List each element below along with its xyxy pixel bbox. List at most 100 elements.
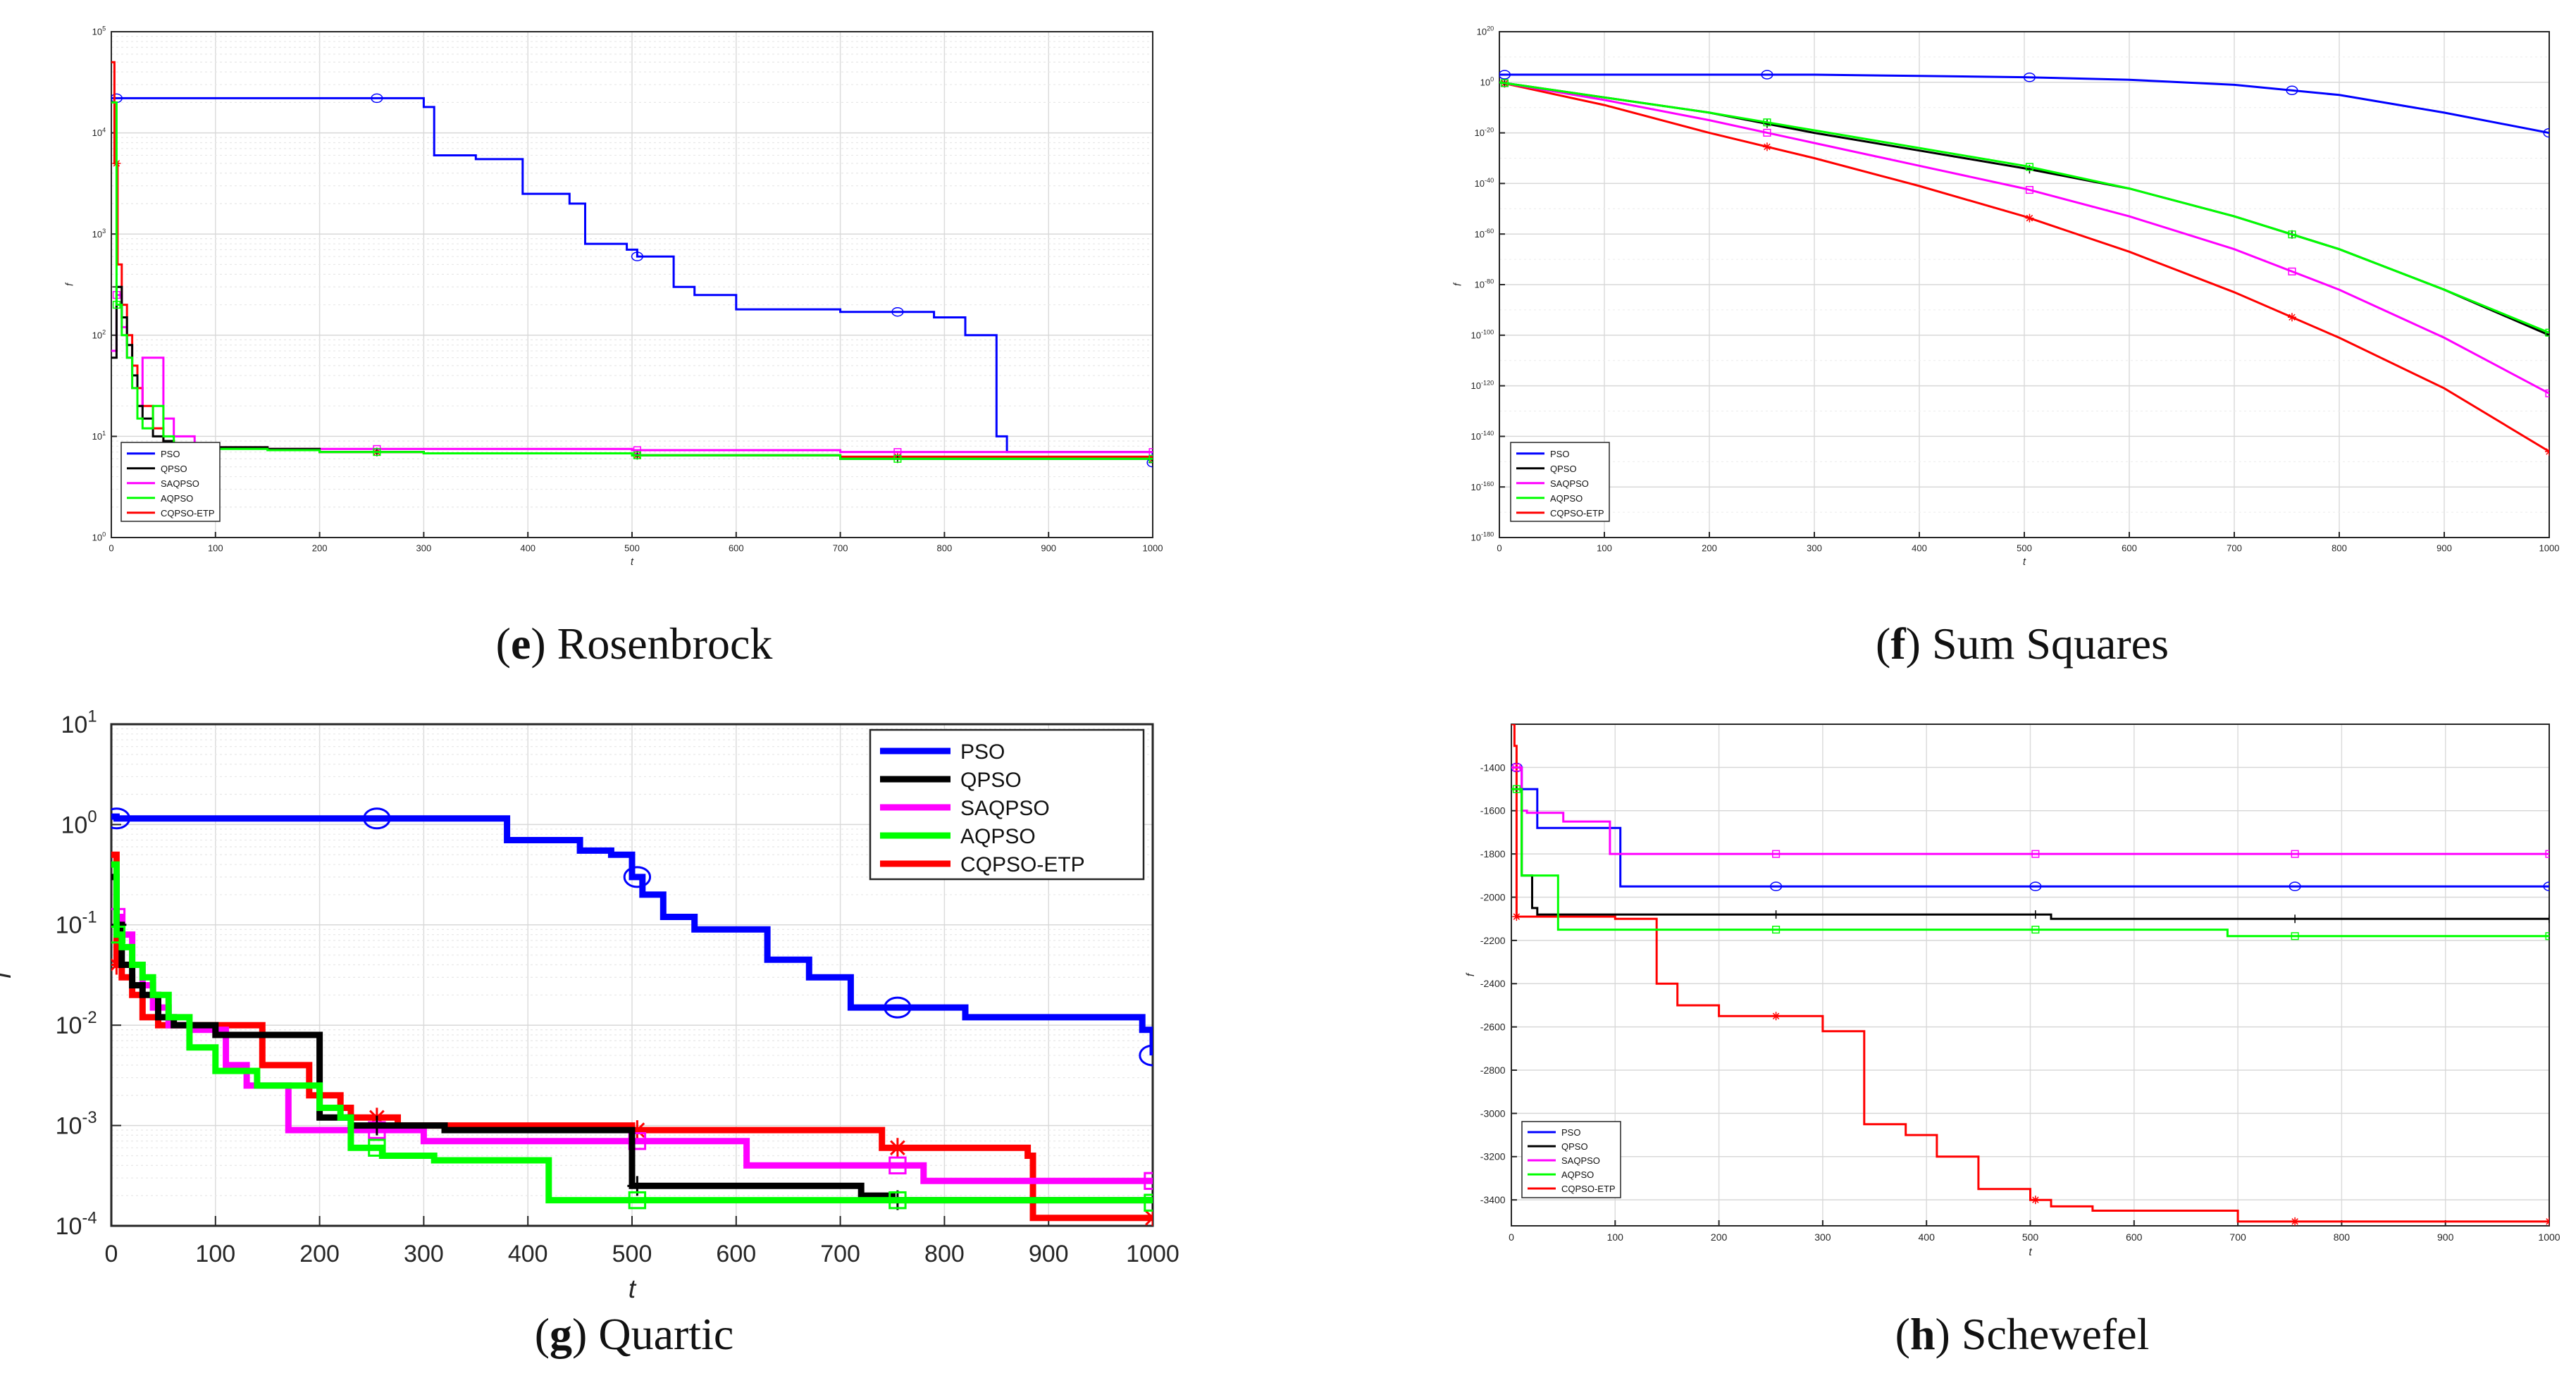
marker-circle [884,996,912,1019]
y-tick-base: 10 [1475,128,1485,138]
y-tick-exponent: -120 [1481,379,1494,386]
x-tick-label: 0 [109,543,113,554]
marker-square [2025,186,2033,194]
y-tick-label: -3400 [1480,1194,1506,1205]
marker-square [2288,230,2296,239]
legend-label: CQPSO-ETP [1561,1184,1616,1194]
caption-f: (f) Sum Squares [1876,619,2169,669]
grid [111,31,1153,538]
y-tick-exponent: 4 [102,126,106,133]
x-tick-label: 100 [1607,1231,1624,1243]
x-tick-label: 1000 [1143,543,1163,554]
series-line-saqpso [1511,766,2549,855]
y-tick-exponent: -100 [1481,329,1494,336]
legend-label: QPSO [960,769,1022,792]
y-tick-exponent: -60 [1485,228,1494,235]
legend-label: AQPSO [1550,493,1583,504]
y-tick-exponent: 3 [102,228,106,235]
x-tick-label: 300 [404,1241,444,1267]
x-axis-label: t [631,557,634,568]
series-group [1499,70,2549,456]
marker-square [893,454,902,463]
y-tick-base: 10 [92,330,102,340]
y-tick-exponent: 0 [87,807,97,826]
y-tick-base: 10 [92,431,102,442]
marker-square [2545,328,2549,337]
legend-label: PSO [1550,449,1569,459]
y-tick-label: 10-1 [56,907,97,938]
x-tick-label: 600 [729,543,744,554]
y-tick-exponent: -80 [1485,278,1494,285]
panel-rosenbrock: 0 100 200 300 400 500 600 700 800 900 100010010110… [64,25,1163,568]
marker-square [1144,1193,1153,1212]
legend: PSO QPSO SAQPSO AQPSO CQPSO-ETP [869,728,1145,881]
marker-circle [623,866,652,888]
y-tick-exponent: 0 [102,531,106,538]
y-tick-label: 10-140 [1471,430,1494,442]
marker-star [1771,1012,1781,1021]
marker-square [1144,1172,1153,1191]
y-tick-exponent: -180 [1481,531,1494,538]
y-tick-base: 10 [92,128,102,138]
x-tick-label: 300 [1807,543,1822,554]
legend-label: AQPSO [960,825,1036,848]
y-tick-label: 10-180 [1471,531,1494,543]
y-tick-label: 10-20 [1475,126,1494,138]
marker-star [2287,313,2296,322]
marker-square [111,925,126,944]
marker-square [2291,850,2299,858]
legend-label: QPSO [1550,464,1577,474]
y-tick-exponent: 2 [102,329,106,336]
y-tick-base: 10 [1475,229,1485,240]
x-tick-label: 500 [2017,543,2032,554]
marker-circle [2029,881,2042,891]
x-tick-label: 400 [1912,543,1927,554]
y-tick-label: 10-40 [1475,177,1494,189]
marker-star [111,955,127,975]
y-tick-base: 10 [1471,431,1481,442]
panel-sum-squares: 0 100 200 300 400 500 600 700 800 900 100010-18010… [1452,25,2559,568]
x-tick-label: 400 [1919,1231,1936,1243]
legend-box [120,442,221,522]
y-axis-label: f [1452,282,1463,286]
y-tick-label: 102 [92,329,106,341]
y-tick-label: -2600 [1480,1022,1506,1033]
marker-circle [631,252,643,261]
marker-square [1772,926,1781,934]
marker-plus [1771,910,1781,919]
x-tick-label: 600 [2122,543,2137,554]
legend-label: QPSO [161,464,187,474]
marker-square [1763,118,1771,127]
series-line-aqpso [111,101,1153,460]
x-tick-label: 1000 [1126,1241,1179,1267]
legend: PSO QPSO SAQPSO AQPSO CQPSO-ETP [1521,1121,1621,1198]
marker-circle [891,306,904,317]
marker-square [2025,163,2033,171]
legend-label: PSO [1561,1127,1580,1138]
marker-square [2545,850,2549,858]
legend-label: PSO [161,449,180,459]
y-tick-label: 101 [92,430,106,442]
x-axis: 0 100 200 300 400 500 600 700 800 900 1000 [105,1216,1179,1267]
x-tick-label: 700 [820,1241,860,1267]
y-tick-base: 10 [92,229,102,240]
y-tick-label: 10-160 [1471,480,1494,492]
legend-label: SAQPSO [1550,478,1589,489]
x-tick-label: 900 [1041,543,1056,554]
marker-star [2025,213,2034,223]
marker-star [1512,912,1521,921]
y-tick-exponent: 1 [102,430,106,437]
x-tick-label: 800 [924,1241,965,1267]
y-tick-exponent: -4 [82,1209,97,1228]
x-tick-label: 200 [1711,1231,1728,1243]
y-tick-label: -1600 [1480,805,1506,817]
x-tick-label: 0 [1509,1231,1514,1243]
x-tick-label: 100 [1597,543,1612,554]
x-tick-label: 400 [520,543,535,554]
marker-circle [2543,128,2549,138]
marker-plus [2545,914,2549,924]
y-tick-base: 10 [1477,27,1487,37]
marker-square [888,1191,907,1210]
x-tick-label: 900 [2437,1231,2454,1243]
